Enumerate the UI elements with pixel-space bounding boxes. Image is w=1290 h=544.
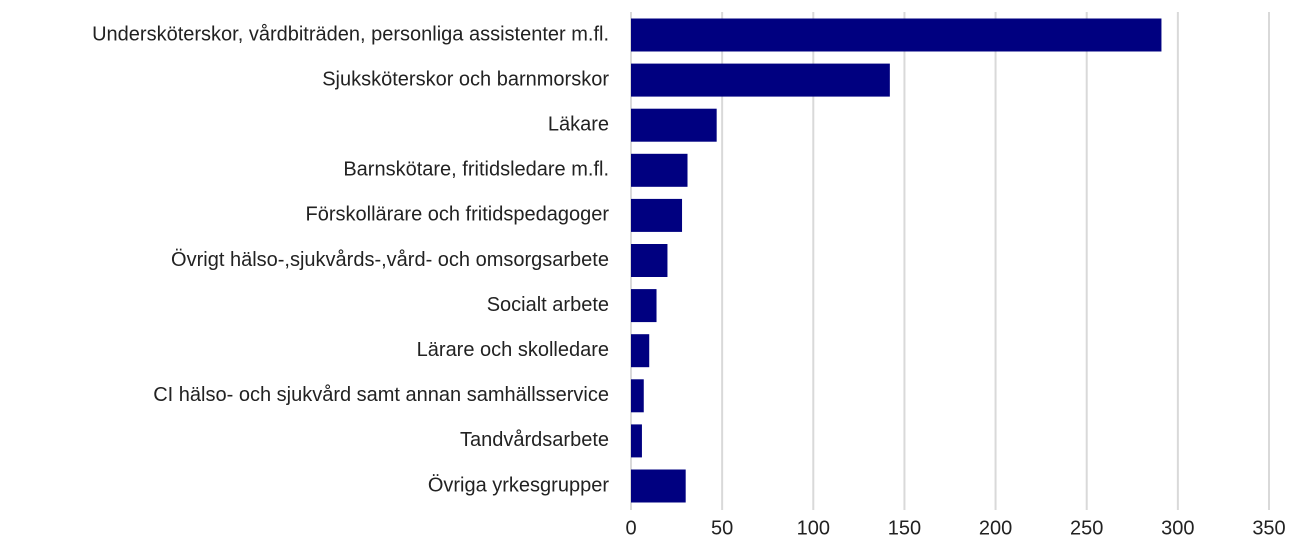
bar bbox=[631, 244, 668, 277]
x-tick-label: 250 bbox=[1070, 517, 1103, 539]
y-tick-label: Sjuksköterskor och barnmorskor bbox=[322, 68, 609, 90]
bar bbox=[631, 63, 890, 97]
y-tick-label: Lärare och skolledare bbox=[417, 339, 609, 361]
y-tick-label: CI hälso- och sjukvård samt annan samhäl… bbox=[153, 384, 609, 406]
x-tick-label: 0 bbox=[625, 517, 636, 539]
y-tick-label: Övrigt hälso-,sjukvårds-,vård- och omsor… bbox=[171, 249, 609, 271]
x-tick-label: 150 bbox=[888, 517, 921, 539]
y-tick-label: Tandvårdsarbete bbox=[460, 429, 609, 451]
bar bbox=[631, 469, 686, 503]
bar bbox=[631, 379, 644, 413]
bar bbox=[631, 18, 1162, 52]
x-tick-label: 350 bbox=[1252, 517, 1285, 539]
bar bbox=[631, 424, 642, 458]
y-tick-label: Socialt arbete bbox=[487, 294, 609, 316]
bar bbox=[631, 108, 717, 142]
bar bbox=[631, 289, 657, 323]
bar bbox=[631, 334, 650, 368]
bar bbox=[631, 198, 683, 232]
x-tick-label: 100 bbox=[797, 517, 830, 539]
y-tick-label: Läkare bbox=[548, 113, 609, 135]
y-tick-label: Övriga yrkesgrupper bbox=[428, 474, 610, 496]
bar bbox=[631, 153, 688, 187]
x-tick-label: 300 bbox=[1161, 517, 1194, 539]
x-tick-label: 200 bbox=[979, 517, 1012, 539]
y-tick-label: Barnskötare, fritidsledare m.fl. bbox=[343, 159, 609, 181]
y-tick-label: Undersköterskor, vårdbiträden, personlig… bbox=[92, 23, 609, 45]
y-tick-label: Förskollärare och fritidspedagoger bbox=[306, 204, 610, 226]
x-tick-label: 50 bbox=[711, 517, 733, 539]
